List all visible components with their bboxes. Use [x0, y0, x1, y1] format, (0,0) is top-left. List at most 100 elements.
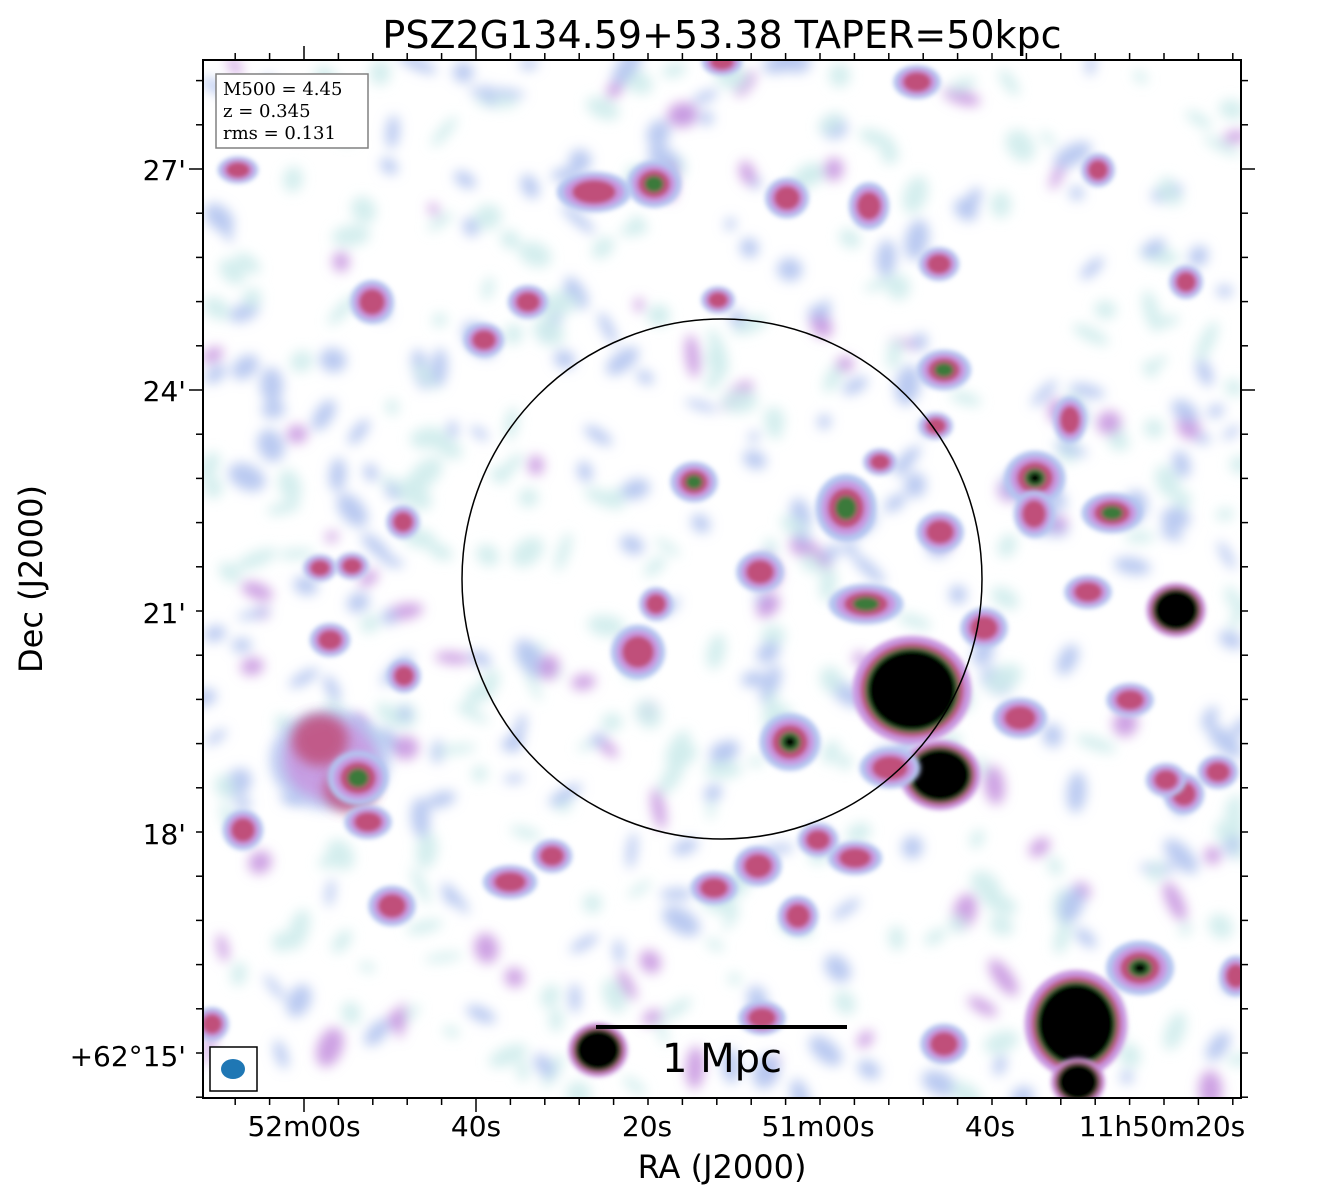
noise-blob — [203, 476, 223, 499]
noise-blob — [842, 541, 858, 556]
noise-blob — [204, 203, 235, 233]
noise-blob — [1142, 360, 1157, 378]
noise-blob — [203, 346, 224, 364]
noise-blob — [764, 538, 778, 553]
radio-source — [1169, 265, 1203, 299]
noise-blob — [1118, 1042, 1141, 1068]
noise-blob — [1053, 441, 1088, 457]
noise-blob — [1201, 706, 1218, 730]
noise-blob — [1069, 383, 1106, 399]
y-tick-label: +62°15' — [70, 1040, 186, 1073]
noise-blob — [564, 275, 575, 298]
noise-blob — [704, 783, 722, 803]
noise-blob — [329, 457, 347, 492]
noise-blob — [728, 972, 742, 985]
noise-blob — [1229, 455, 1241, 474]
noise-blob — [729, 309, 745, 327]
noise-blob — [240, 657, 264, 676]
noise-blob — [852, 553, 886, 585]
noise-blob — [538, 654, 560, 681]
noise-blob — [809, 1035, 843, 1066]
noise-blob — [1072, 324, 1109, 346]
noise-blob — [278, 548, 315, 560]
noise-blob — [1163, 838, 1199, 874]
noise-blob — [626, 832, 638, 869]
noise-blob — [471, 765, 488, 782]
noise-blob — [777, 257, 803, 282]
noise-blob — [836, 356, 854, 372]
noise-blob — [392, 735, 419, 760]
noise-blob — [842, 376, 868, 395]
noise-blob — [856, 1030, 874, 1048]
noise-blob — [568, 149, 592, 172]
noise-blob — [499, 453, 523, 479]
noise-blob — [662, 62, 687, 78]
noise-blob — [704, 761, 743, 779]
noise-blob — [427, 212, 453, 232]
noise-blob — [888, 925, 905, 951]
noise-blob — [621, 478, 650, 500]
noise-blob — [810, 314, 833, 338]
noise-blob — [1225, 585, 1240, 610]
noise-blob — [235, 548, 277, 570]
radio-source — [368, 885, 416, 927]
noise-blob — [266, 501, 301, 515]
noise-blob — [924, 928, 946, 946]
noise-blob — [336, 493, 368, 528]
noise-blob — [1042, 723, 1063, 748]
noise-blob — [241, 581, 274, 601]
noise-blob — [548, 783, 583, 806]
noise-blob — [261, 400, 286, 419]
noise-blob — [316, 1027, 344, 1067]
noise-blob — [822, 740, 840, 765]
noise-blob — [864, 276, 897, 292]
noise-blob — [858, 128, 895, 149]
noise-blob — [748, 756, 765, 767]
radio-source — [1197, 755, 1239, 789]
noise-blob — [741, 671, 766, 688]
x-tick-label: 11h50m20s — [1079, 1110, 1246, 1143]
noise-blob — [1155, 315, 1180, 328]
noise-blob — [721, 1048, 741, 1084]
noise-blob — [886, 351, 901, 369]
radio-source — [828, 583, 904, 625]
noise-blob — [470, 86, 484, 98]
noise-blob — [1031, 380, 1057, 407]
noise-blob — [634, 297, 645, 312]
noise-blob — [237, 608, 271, 620]
noise-blob — [311, 399, 336, 431]
noise-blob — [761, 624, 786, 647]
radio-source — [918, 247, 960, 281]
radio-source — [670, 461, 718, 503]
noise-blob — [602, 978, 627, 1013]
noise-blob — [380, 157, 398, 175]
noise-blob — [263, 974, 286, 1001]
radio-source — [777, 895, 819, 937]
radio-source — [1146, 583, 1206, 637]
noise-blob — [410, 797, 431, 838]
radio-source — [764, 177, 810, 219]
noise-blob — [902, 176, 929, 214]
noise-blob — [257, 429, 285, 462]
noise-blob — [598, 312, 617, 344]
noise-blob — [1224, 794, 1241, 823]
noise-blob — [752, 1054, 780, 1089]
noise-blob — [706, 633, 726, 670]
noise-blob — [1143, 418, 1164, 438]
noise-blob — [656, 1017, 668, 1046]
radio-source — [1053, 396, 1087, 444]
noise-blob — [816, 299, 831, 320]
noise-blob — [1056, 644, 1079, 676]
info-redshift: z = 0.345 — [223, 101, 311, 122]
radio-source — [863, 448, 897, 476]
noise-blob — [319, 348, 347, 373]
noise-blob — [953, 198, 978, 221]
noise-blob — [431, 348, 448, 387]
noise-blob — [388, 1009, 407, 1031]
noise-blob — [376, 702, 404, 728]
noise-blob — [533, 318, 565, 346]
noise-blob — [568, 983, 581, 1013]
noise-blob — [446, 887, 470, 914]
noise-blob — [553, 349, 576, 369]
